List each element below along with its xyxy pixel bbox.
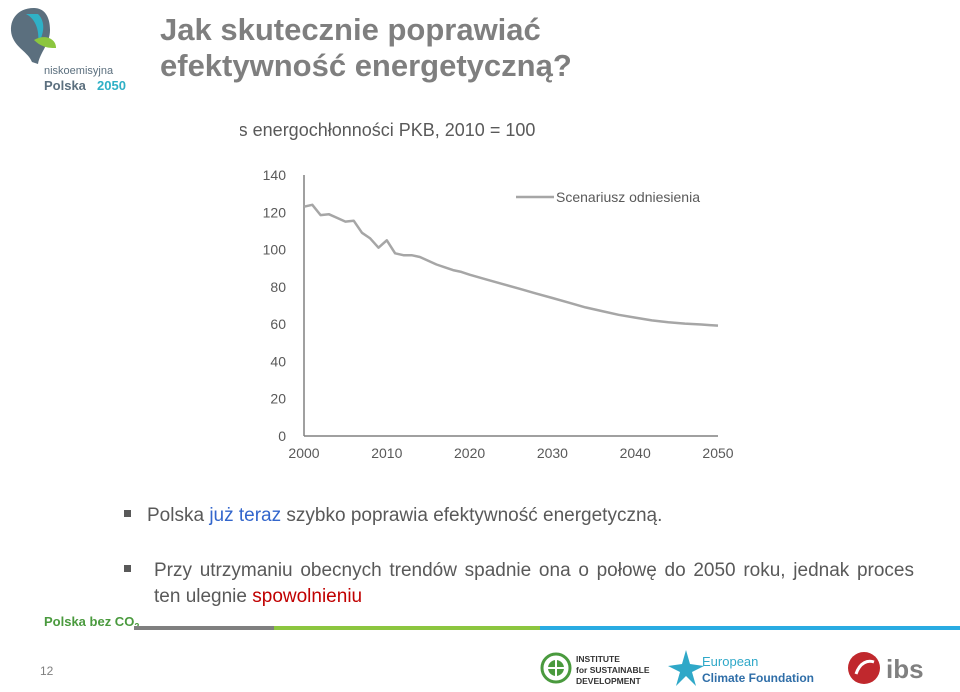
chart-legend: Scenariusz odniesienia: [516, 189, 700, 205]
footer-bar-segment-gray: [134, 626, 274, 630]
logo-balloon-highlight: [26, 14, 44, 44]
ibs-text: ibs: [886, 654, 924, 684]
slide-title-line1: Jak skutecznie poprawiać: [160, 12, 541, 47]
ecf-star-icon: [668, 650, 704, 686]
x-axis-tick-labels: 2000 2010 2020 2030 2040 2050: [288, 445, 733, 461]
y-tick-label: 100: [263, 242, 287, 258]
footer-color-bar: [134, 626, 960, 630]
bullet-1-text-end: szybko poprawia efektywność energetyczną…: [281, 505, 663, 526]
slide-title: Jak skutecznie poprawiać efektywność ene…: [160, 12, 572, 84]
bullet-1-text-start: Polska: [147, 505, 210, 526]
bullet-point-2: Przy utrzymaniu obecnych trendów spadnie…: [124, 558, 914, 607]
y-tick-label: 140: [263, 167, 287, 183]
isd-text-line3: DEVELOPMENT: [576, 676, 642, 686]
x-tick-label: 2000: [288, 445, 319, 461]
ecf-text-line1: European: [702, 654, 758, 669]
logo-text-line3: 2050: [97, 78, 126, 93]
x-tick-label: 2050: [702, 445, 733, 461]
footer-bar-segment-green: [274, 626, 540, 630]
slide-title-line2: efektywność energetyczną?: [160, 48, 572, 83]
logo-leaf-shape: [34, 37, 56, 48]
bullet-point-1: Polska już teraz szybko poprawia efektyw…: [124, 505, 662, 527]
bullet-1-highlight: już teraz: [209, 505, 282, 526]
x-tick-label: 2020: [454, 445, 485, 461]
isd-logo: INSTITUTE for SUSTAINABLE DEVELOPMENT: [540, 652, 650, 686]
polska-bez-co2-brand: Polska bez CO2: [44, 614, 139, 632]
series-lines: [303, 203, 719, 327]
footer-bar-segment-blue: [540, 626, 960, 630]
european-climate-foundation-logo: European Climate Foundation: [668, 650, 814, 686]
isd-text-line2: for SUSTAINABLE: [576, 665, 650, 675]
bullet-marker-2: [124, 565, 131, 573]
y-tick-label: 20: [270, 391, 286, 407]
x-tick-label: 2030: [537, 445, 568, 461]
bullet-2-text: Przy utrzymaniu obecnych trendów spadnie…: [154, 558, 914, 610]
x-tick-label: 2040: [620, 445, 651, 461]
isd-text-line1: INSTITUTE: [576, 654, 620, 664]
ecf-text-line2: Climate Foundation: [702, 671, 814, 685]
logo-text-line1: niskoemisyjna: [44, 65, 114, 77]
brand-text: Polska bez CO: [44, 614, 135, 629]
y-tick-label: 80: [270, 279, 286, 295]
bullet-2-text-start: Przy utrzymaniu obecnych trendów spadnie…: [154, 560, 914, 607]
bullet-marker-1: [124, 510, 131, 518]
y-tick-label: 0: [278, 428, 286, 444]
page-number: 12: [40, 664, 54, 678]
ibs-logo: ibs: [848, 652, 924, 684]
ibs-emblem-icon: [848, 652, 880, 684]
niskoemisyjna-polska-2050-logo: niskoemisyjna Polska 2050: [10, 8, 126, 93]
y-axis-tick-labels: 0 20 40 60 80 100 120 140: [263, 167, 287, 444]
energy-intensity-chart: Indeks energochłonności PKB, 2010 = 100 …: [240, 120, 734, 461]
chart-title: Indeks energochłonności PKB, 2010 = 100: [240, 120, 535, 140]
y-tick-label: 120: [263, 204, 287, 220]
y-tick-label: 60: [270, 316, 286, 332]
x-tick-label: 2010: [371, 445, 402, 461]
legend-label-scenariusz-odniesienia: Scenariusz odniesienia: [556, 189, 700, 205]
bullet-2-highlight: spowolnieniu: [252, 586, 363, 607]
logo-text-line2: Polska: [44, 78, 87, 93]
isd-emblem-icon: [540, 652, 572, 684]
series-line-scenariusz-odniesienia: [303, 203, 719, 327]
y-tick-label: 40: [270, 353, 286, 369]
